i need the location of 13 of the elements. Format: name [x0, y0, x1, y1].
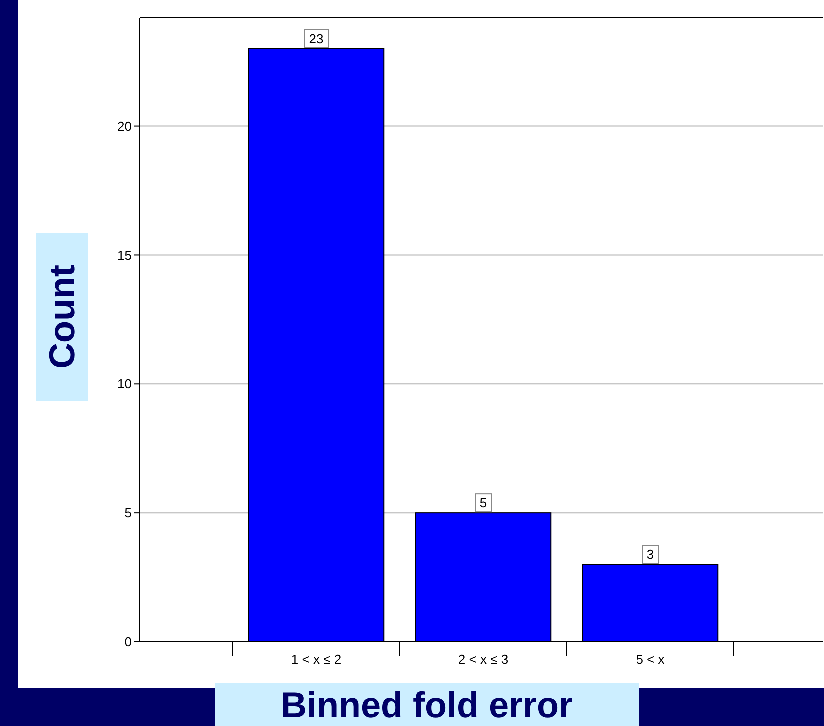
x-axis-title: Binned fold error	[280, 684, 574, 726]
y-tick-label: 15	[118, 248, 132, 263]
y-axis-title: Count	[42, 265, 83, 369]
data-label: 3	[646, 547, 654, 562]
x-tick-label: 5 < x	[636, 652, 666, 667]
y-tick-label: 5	[124, 506, 132, 521]
data-label: 5	[480, 496, 488, 511]
y-tick-label: 0	[124, 634, 132, 650]
y-tick-label: 10	[118, 376, 132, 392]
data-label: 23	[309, 31, 324, 46]
x-tick-label: 1 < x ≤ 2	[291, 652, 342, 667]
y-tick-label: 20	[118, 118, 132, 134]
x-tick-label: 2 < x ≤ 3	[458, 652, 509, 667]
